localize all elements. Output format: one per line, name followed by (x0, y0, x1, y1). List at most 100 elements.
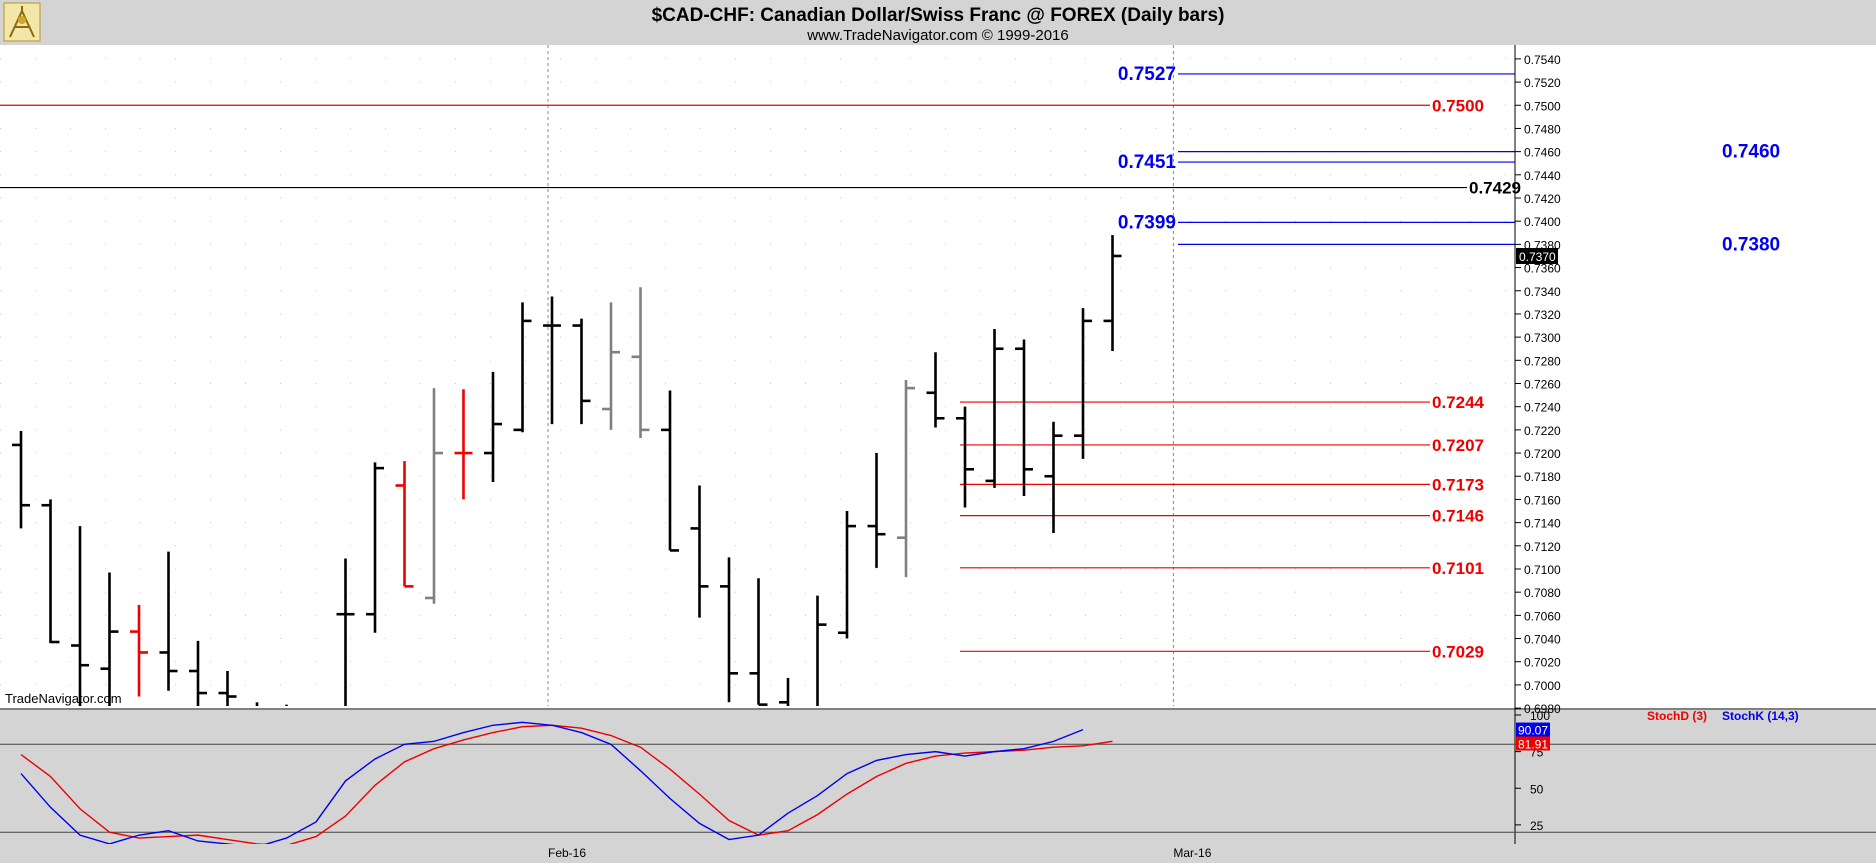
axis-tick-label: 0.7520 (1524, 76, 1561, 90)
axis-tick-label: 0.7420 (1524, 192, 1561, 206)
axis-tick-label: 0.7200 (1524, 447, 1561, 461)
ohlc-bar (130, 604, 148, 697)
ohlc-bar (749, 578, 768, 706)
axis-tick-label: 0.7140 (1524, 517, 1561, 531)
ohlc-bar (1044, 421, 1063, 534)
ohlc-bar (816, 595, 827, 706)
date-axis-label: Mar-16 (1173, 846, 1211, 860)
ohlc-bar (189, 640, 207, 706)
ohlc-bar (100, 572, 119, 706)
ohlc-bar (926, 352, 945, 428)
ohlc-bar (336, 558, 355, 706)
ohlc-bar (897, 380, 915, 578)
ohlc-bar (218, 671, 237, 706)
ohlc-bar (985, 329, 1004, 488)
ohlc-bar (12, 431, 30, 529)
axis-tick-label: 0.7040 (1524, 633, 1561, 647)
axis-tick-label: 0.7220 (1524, 424, 1561, 438)
axis-tick-label: 0.7060 (1524, 609, 1561, 623)
stoch-d-value-box (1516, 736, 1550, 751)
plot-background (0, 45, 1815, 710)
stoch-k-legend: StochK (14,3) (1722, 709, 1799, 723)
axis-background (1515, 45, 1876, 710)
level-label: 0.7380 (1722, 234, 1780, 255)
axis-tick-label: 0.7480 (1524, 122, 1561, 136)
axis-tick-label: 0.7160 (1524, 493, 1561, 507)
price-axis: 0.69800.70000.70200.70400.70600.70800.71… (1514, 45, 1876, 863)
axis-tick-label: 0.7000 (1524, 679, 1561, 693)
axis-tick-label: 0.7540 (1524, 53, 1561, 67)
level-label: 0.7173 (1432, 475, 1484, 494)
chart-title: $CAD-CHF: Canadian Dollar/Swiss Franc @ … (652, 5, 1225, 26)
chart-subtitle: www.TradeNavigator.com © 1999-2016 (806, 27, 1068, 44)
stoch-d-line (20, 724, 1113, 847)
level-label: 0.7451 (1118, 152, 1177, 173)
last-price-box (1516, 247, 1558, 264)
ohlc-bar (454, 389, 473, 500)
ohlc-bar (779, 677, 790, 706)
watermark-text: TradeNavigator.com (5, 691, 122, 706)
ohlc-bar (159, 551, 178, 691)
ohlc-bar (41, 499, 60, 644)
level-label: 0.7527 (1118, 64, 1176, 85)
axis-tick-label: 0.7440 (1524, 169, 1561, 183)
axis-tick-label: 0.7260 (1524, 377, 1561, 391)
ohlc-bar (1015, 339, 1033, 496)
level-label: 0.7146 (1432, 507, 1484, 526)
axis-tick-label: 0.7320 (1524, 308, 1561, 322)
ohlc-bar (395, 461, 414, 588)
ohlc-bar (690, 485, 709, 618)
axis-tick-label: 0.7280 (1524, 354, 1561, 368)
level-label: 0.7029 (1432, 642, 1484, 661)
ohlc-bar (631, 287, 650, 438)
last-price-label: 0.7370 (1519, 250, 1556, 264)
level-label: 0.7207 (1432, 436, 1484, 455)
level-label: 0.7460 (1722, 142, 1780, 163)
stoch-axis-label: 100 (1530, 709, 1550, 723)
price-bars (12, 235, 1122, 706)
date-axis: Feb-16 Mar-16 (0, 844, 1876, 863)
level-label: 0.7500 (1432, 96, 1484, 115)
grid (0, 45, 1515, 706)
level-label: 0.7399 (1118, 212, 1176, 233)
axis-tick-label: 0.7300 (1524, 331, 1561, 345)
stoch-k-value-box (1516, 722, 1550, 737)
axis-tick-label: 0.7240 (1524, 401, 1561, 415)
level-label: 0.7101 (1432, 559, 1484, 578)
price-levels (0, 73, 1515, 652)
ohlc-bar (661, 390, 679, 552)
trade-navigator-logo (3, 2, 41, 42)
axis-tick-label: 0.7500 (1524, 99, 1561, 113)
stoch-d-legend: StochD (3) (1647, 709, 1707, 723)
ohlc-bar (513, 302, 532, 433)
stoch-d-value: 81.91 (1518, 738, 1548, 752)
ohlc-bar (366, 462, 384, 633)
axis-tick-label: 0.7400 (1524, 215, 1561, 229)
ohlc-bar (602, 302, 620, 430)
ohlc-bar (425, 388, 443, 604)
stoch-lines (20, 721, 1113, 848)
axis-tick-label: 0.7100 (1524, 563, 1561, 577)
level-labels: 0.7527 0.7500 0.7460 0.7451 0.7429 0.7399 0.73… (1118, 64, 1780, 661)
stoch-axis-label: 50 (1530, 782, 1544, 796)
axis-tick-label: 0.7020 (1524, 656, 1561, 670)
ohlc-bar (71, 526, 89, 706)
stoch-k-line (20, 721, 1084, 848)
ohlc-bar (720, 557, 738, 703)
ohlc-bar (572, 318, 591, 425)
axis-tick-label: 0.7360 (1524, 262, 1561, 276)
level-label: 0.7429 (1469, 179, 1521, 198)
stoch-axis-label: 25 (1530, 819, 1544, 833)
ohlc-bar (867, 453, 886, 568)
ohlc-bar (484, 371, 502, 483)
ohlc-bar (1074, 308, 1092, 459)
stoch-k-value: 90.07 (1518, 724, 1548, 738)
level-label: 0.7244 (1432, 393, 1485, 412)
axis-tick-label: 0.7080 (1524, 586, 1561, 600)
date-axis-label: Feb-16 (548, 846, 586, 860)
ohlc-bar (543, 296, 561, 425)
ohlc-bar (1103, 235, 1122, 352)
